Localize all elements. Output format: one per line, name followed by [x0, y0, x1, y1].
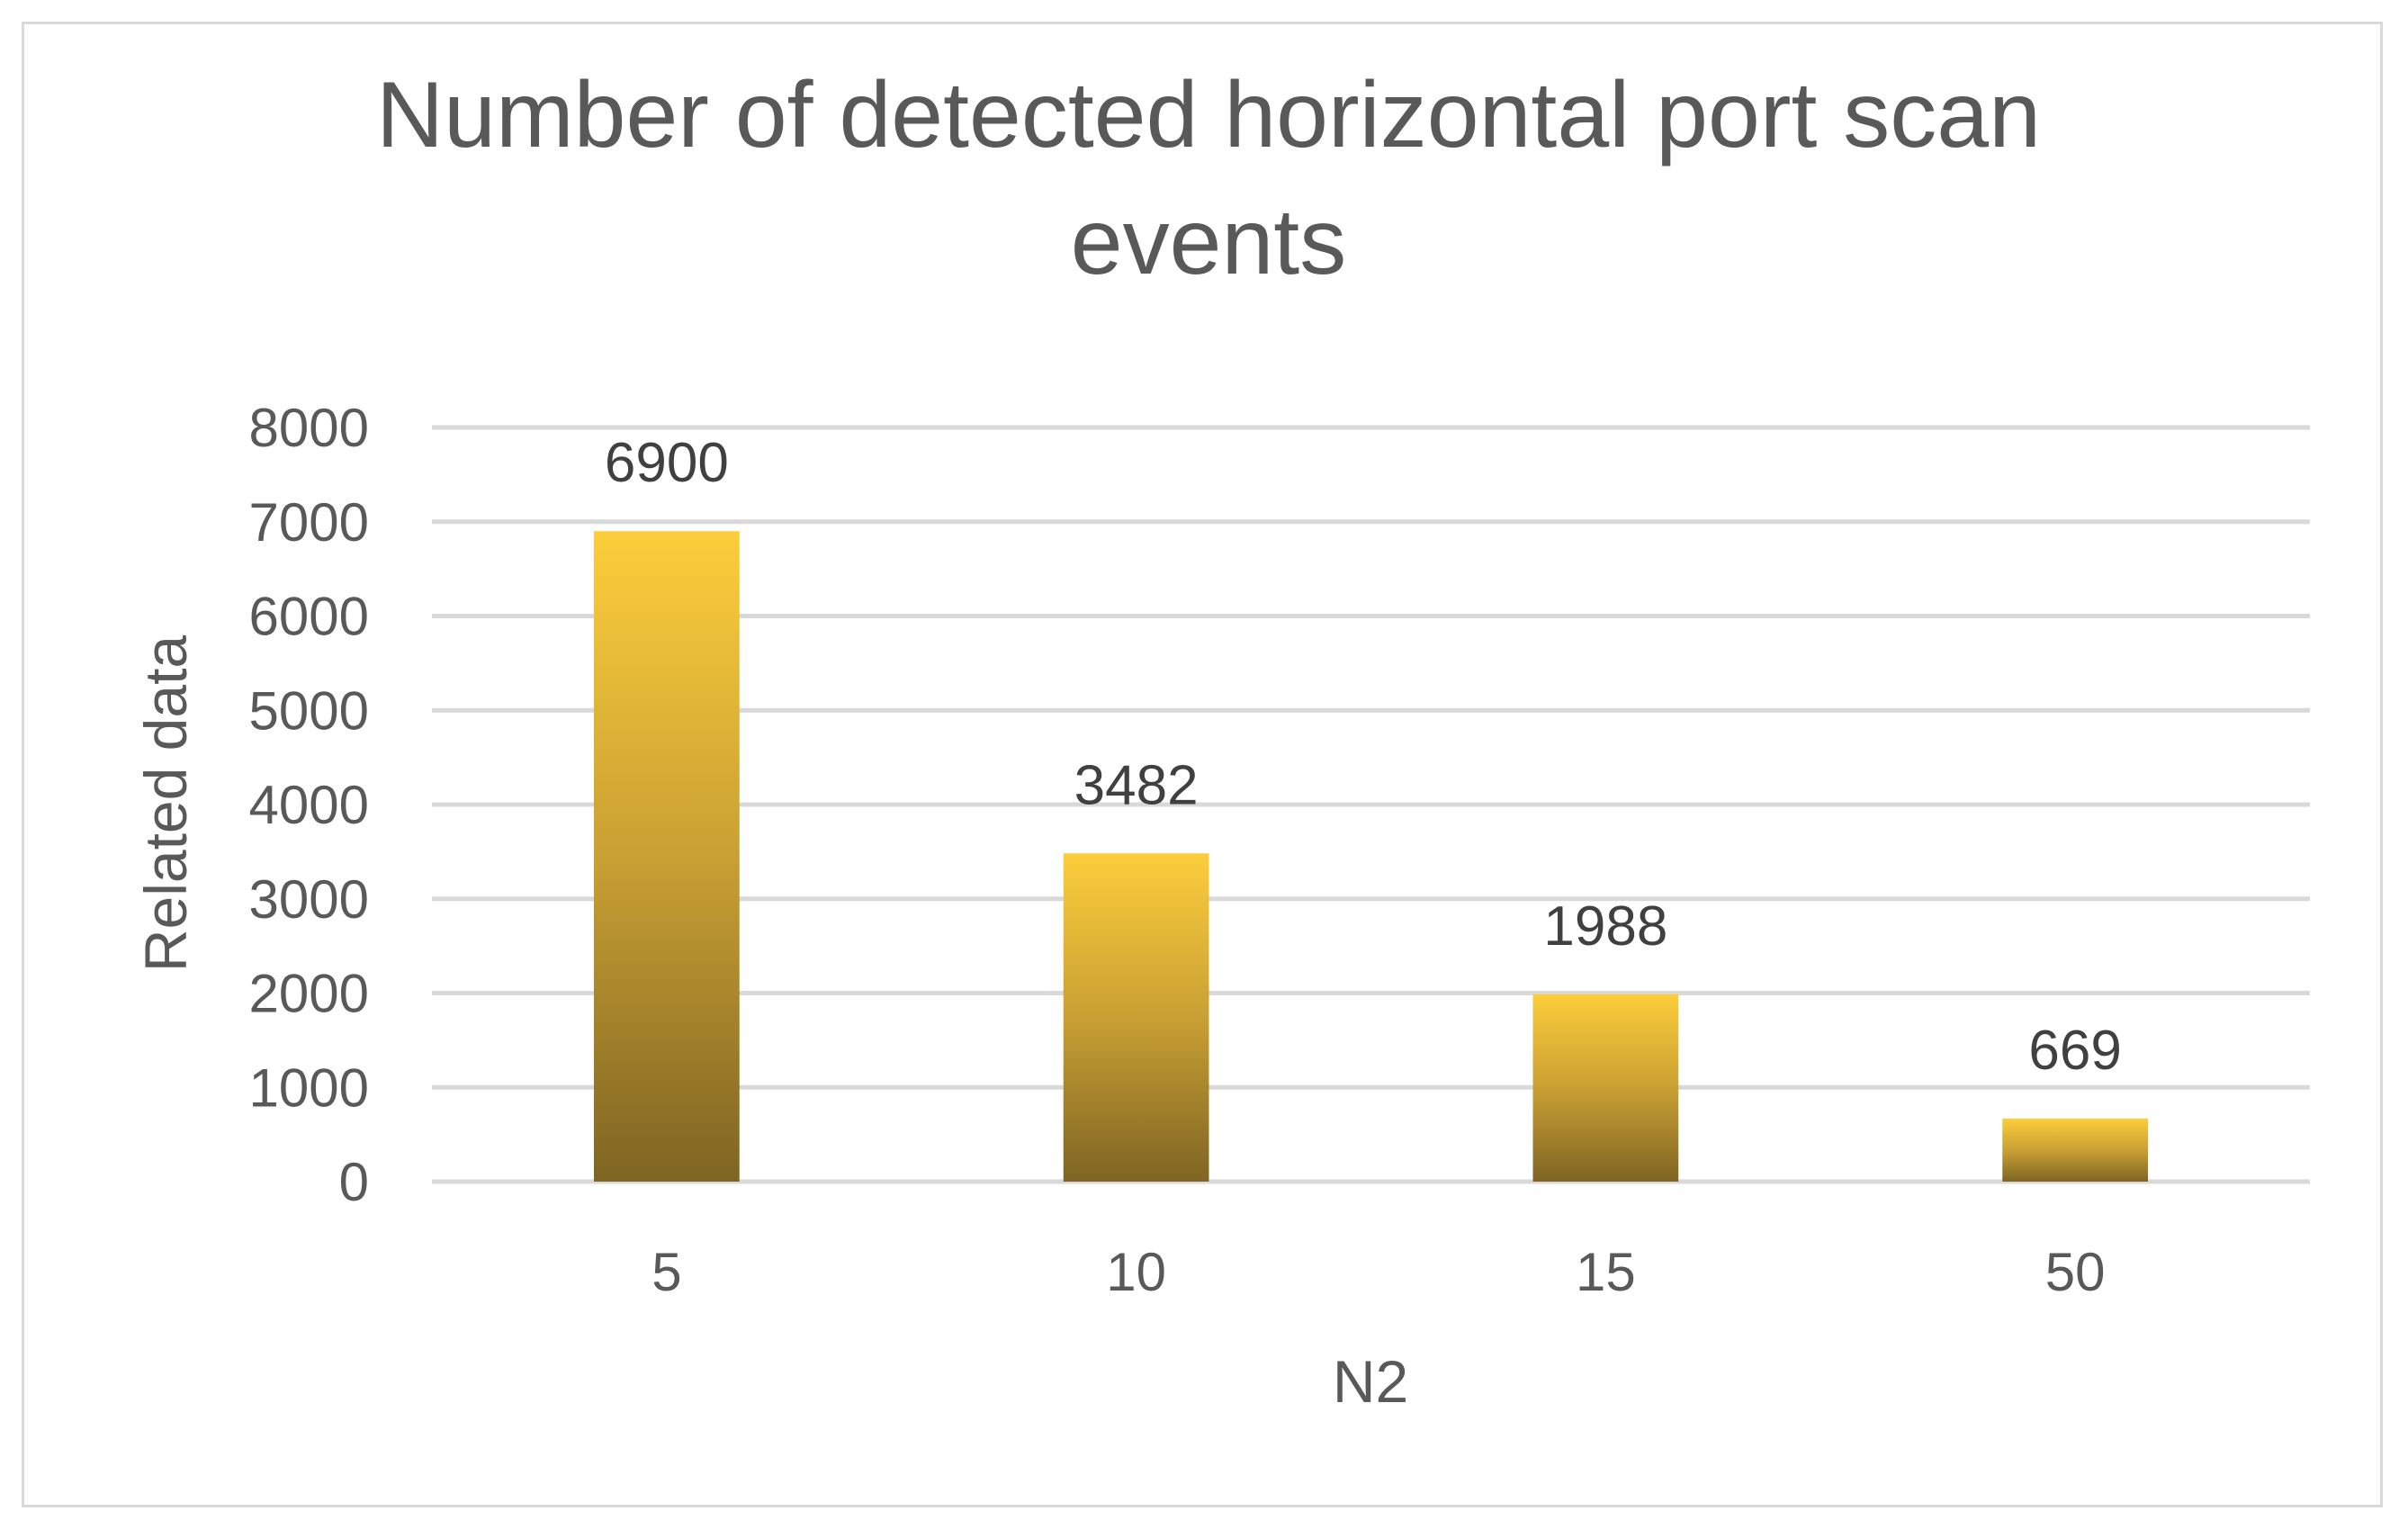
bar: [1532, 994, 1679, 1182]
x-axis-title: N2: [1333, 1348, 1408, 1415]
x-tick-label: 10: [1106, 1242, 1166, 1302]
y-tick-label: 6000: [249, 587, 369, 647]
bar-chart: Number of detected horizontal port scan …: [132, 63, 2310, 1415]
bar: [1063, 853, 1209, 1182]
bars: [594, 531, 2148, 1182]
x-axis-ticks: 5 10 15 50: [651, 1242, 2105, 1302]
y-tick-label: 8000: [249, 398, 369, 458]
y-axis-ticks: 0 1000 2000 3000 4000 5000 6000 7000 8000: [249, 398, 369, 1212]
data-label: 669: [2028, 1020, 2121, 1082]
y-tick-label: 3000: [249, 869, 369, 930]
data-label: 6900: [605, 432, 729, 494]
bar: [2002, 1118, 2148, 1182]
y-tick-label: 5000: [249, 680, 369, 741]
y-tick-label: 7000: [249, 492, 369, 553]
gridlines: [432, 425, 2310, 1184]
y-tick-label: 1000: [249, 1057, 369, 1118]
y-axis-title: Related data: [132, 635, 199, 973]
x-tick-label: 50: [2045, 1242, 2106, 1302]
y-tick-label: 0: [339, 1152, 369, 1212]
data-labels: 6900 3482 1988 669: [605, 432, 2122, 1082]
chart-title-line-1: Number of detected horizontal port scan: [376, 63, 2041, 167]
bar: [594, 531, 740, 1182]
chart-title-line-2: events: [1071, 190, 1346, 294]
data-label: 3482: [1074, 754, 1199, 816]
y-tick-label: 4000: [249, 775, 369, 835]
chart-frame: Number of detected horizontal port scan …: [22, 22, 2383, 1507]
x-tick-label: 5: [651, 1242, 681, 1302]
x-tick-label: 15: [1576, 1242, 1636, 1302]
data-label: 1988: [1543, 895, 1667, 958]
y-tick-label: 2000: [249, 964, 369, 1024]
